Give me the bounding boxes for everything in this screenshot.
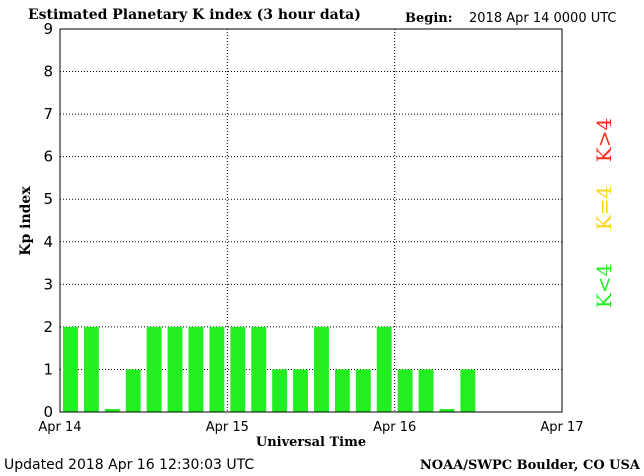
kp-bar xyxy=(83,326,99,412)
y-tick-label: 9 xyxy=(43,20,53,38)
kp-bar xyxy=(334,369,350,412)
y-tick-label: 7 xyxy=(43,105,53,123)
x-tick-label: Apr 15 xyxy=(206,420,249,435)
plot-frame xyxy=(59,28,563,413)
legend-entry: K=4 xyxy=(592,186,616,230)
footer-source: NOAA/SWPC Boulder, CO USA xyxy=(420,458,641,473)
chart-title: Estimated Planetary K index (3 hour data… xyxy=(28,7,361,23)
kp-bar xyxy=(63,326,78,412)
y-tick-label: 6 xyxy=(43,148,53,166)
x-tick-label: Apr 17 xyxy=(540,420,583,435)
kp-bar xyxy=(146,326,162,412)
y-tick-label: 5 xyxy=(43,190,53,208)
x-axis-ticks: Apr 14 Apr 15 Apr 16 Apr 17 xyxy=(38,420,583,435)
kp-bar xyxy=(397,369,413,412)
kp-bar xyxy=(314,326,329,412)
kp-bar xyxy=(418,369,434,412)
begin-label: Begin: xyxy=(405,11,453,26)
y-tick-label: 2 xyxy=(43,318,53,336)
kp-bar xyxy=(460,369,476,412)
kp-bar xyxy=(376,326,392,412)
begin-value: 2018 Apr 14 0000 UTC xyxy=(469,11,617,26)
kp-bar xyxy=(293,369,308,412)
legend: K>4 K=4 K<4 xyxy=(592,118,616,308)
footer-updated: Updated 2018 Apr 16 12:30:03 UTC xyxy=(4,457,254,473)
y-tick-label: 4 xyxy=(43,233,53,251)
x-axis-label: Universal Time xyxy=(256,435,366,450)
kp-bar xyxy=(251,326,267,412)
y-axis-label: Kp index xyxy=(18,186,34,256)
legend-entry: K>4 xyxy=(592,118,616,162)
kp-bar xyxy=(125,369,141,412)
bars-group xyxy=(63,326,476,412)
y-axis-ticks: 0 1 2 3 4 5 6 7 8 9 xyxy=(43,20,53,421)
kp-bar xyxy=(209,326,225,412)
kp-bar xyxy=(167,326,183,412)
y-tick-label: 1 xyxy=(43,360,53,378)
kp-bar xyxy=(355,369,371,412)
y-tick-label: 8 xyxy=(43,63,53,81)
grid-lines xyxy=(60,29,562,412)
legend-entry: K<4 xyxy=(592,264,616,308)
y-tick-label: 3 xyxy=(43,275,53,293)
kp-bar xyxy=(439,409,455,412)
kp-bar xyxy=(188,326,204,412)
x-tick-label: Apr 16 xyxy=(373,420,416,435)
kp-bar xyxy=(230,326,246,412)
x-tick-label: Apr 14 xyxy=(38,420,81,435)
kp-bar xyxy=(104,409,120,412)
y-tick-label: 0 xyxy=(43,403,53,421)
kp-bar xyxy=(272,369,288,412)
